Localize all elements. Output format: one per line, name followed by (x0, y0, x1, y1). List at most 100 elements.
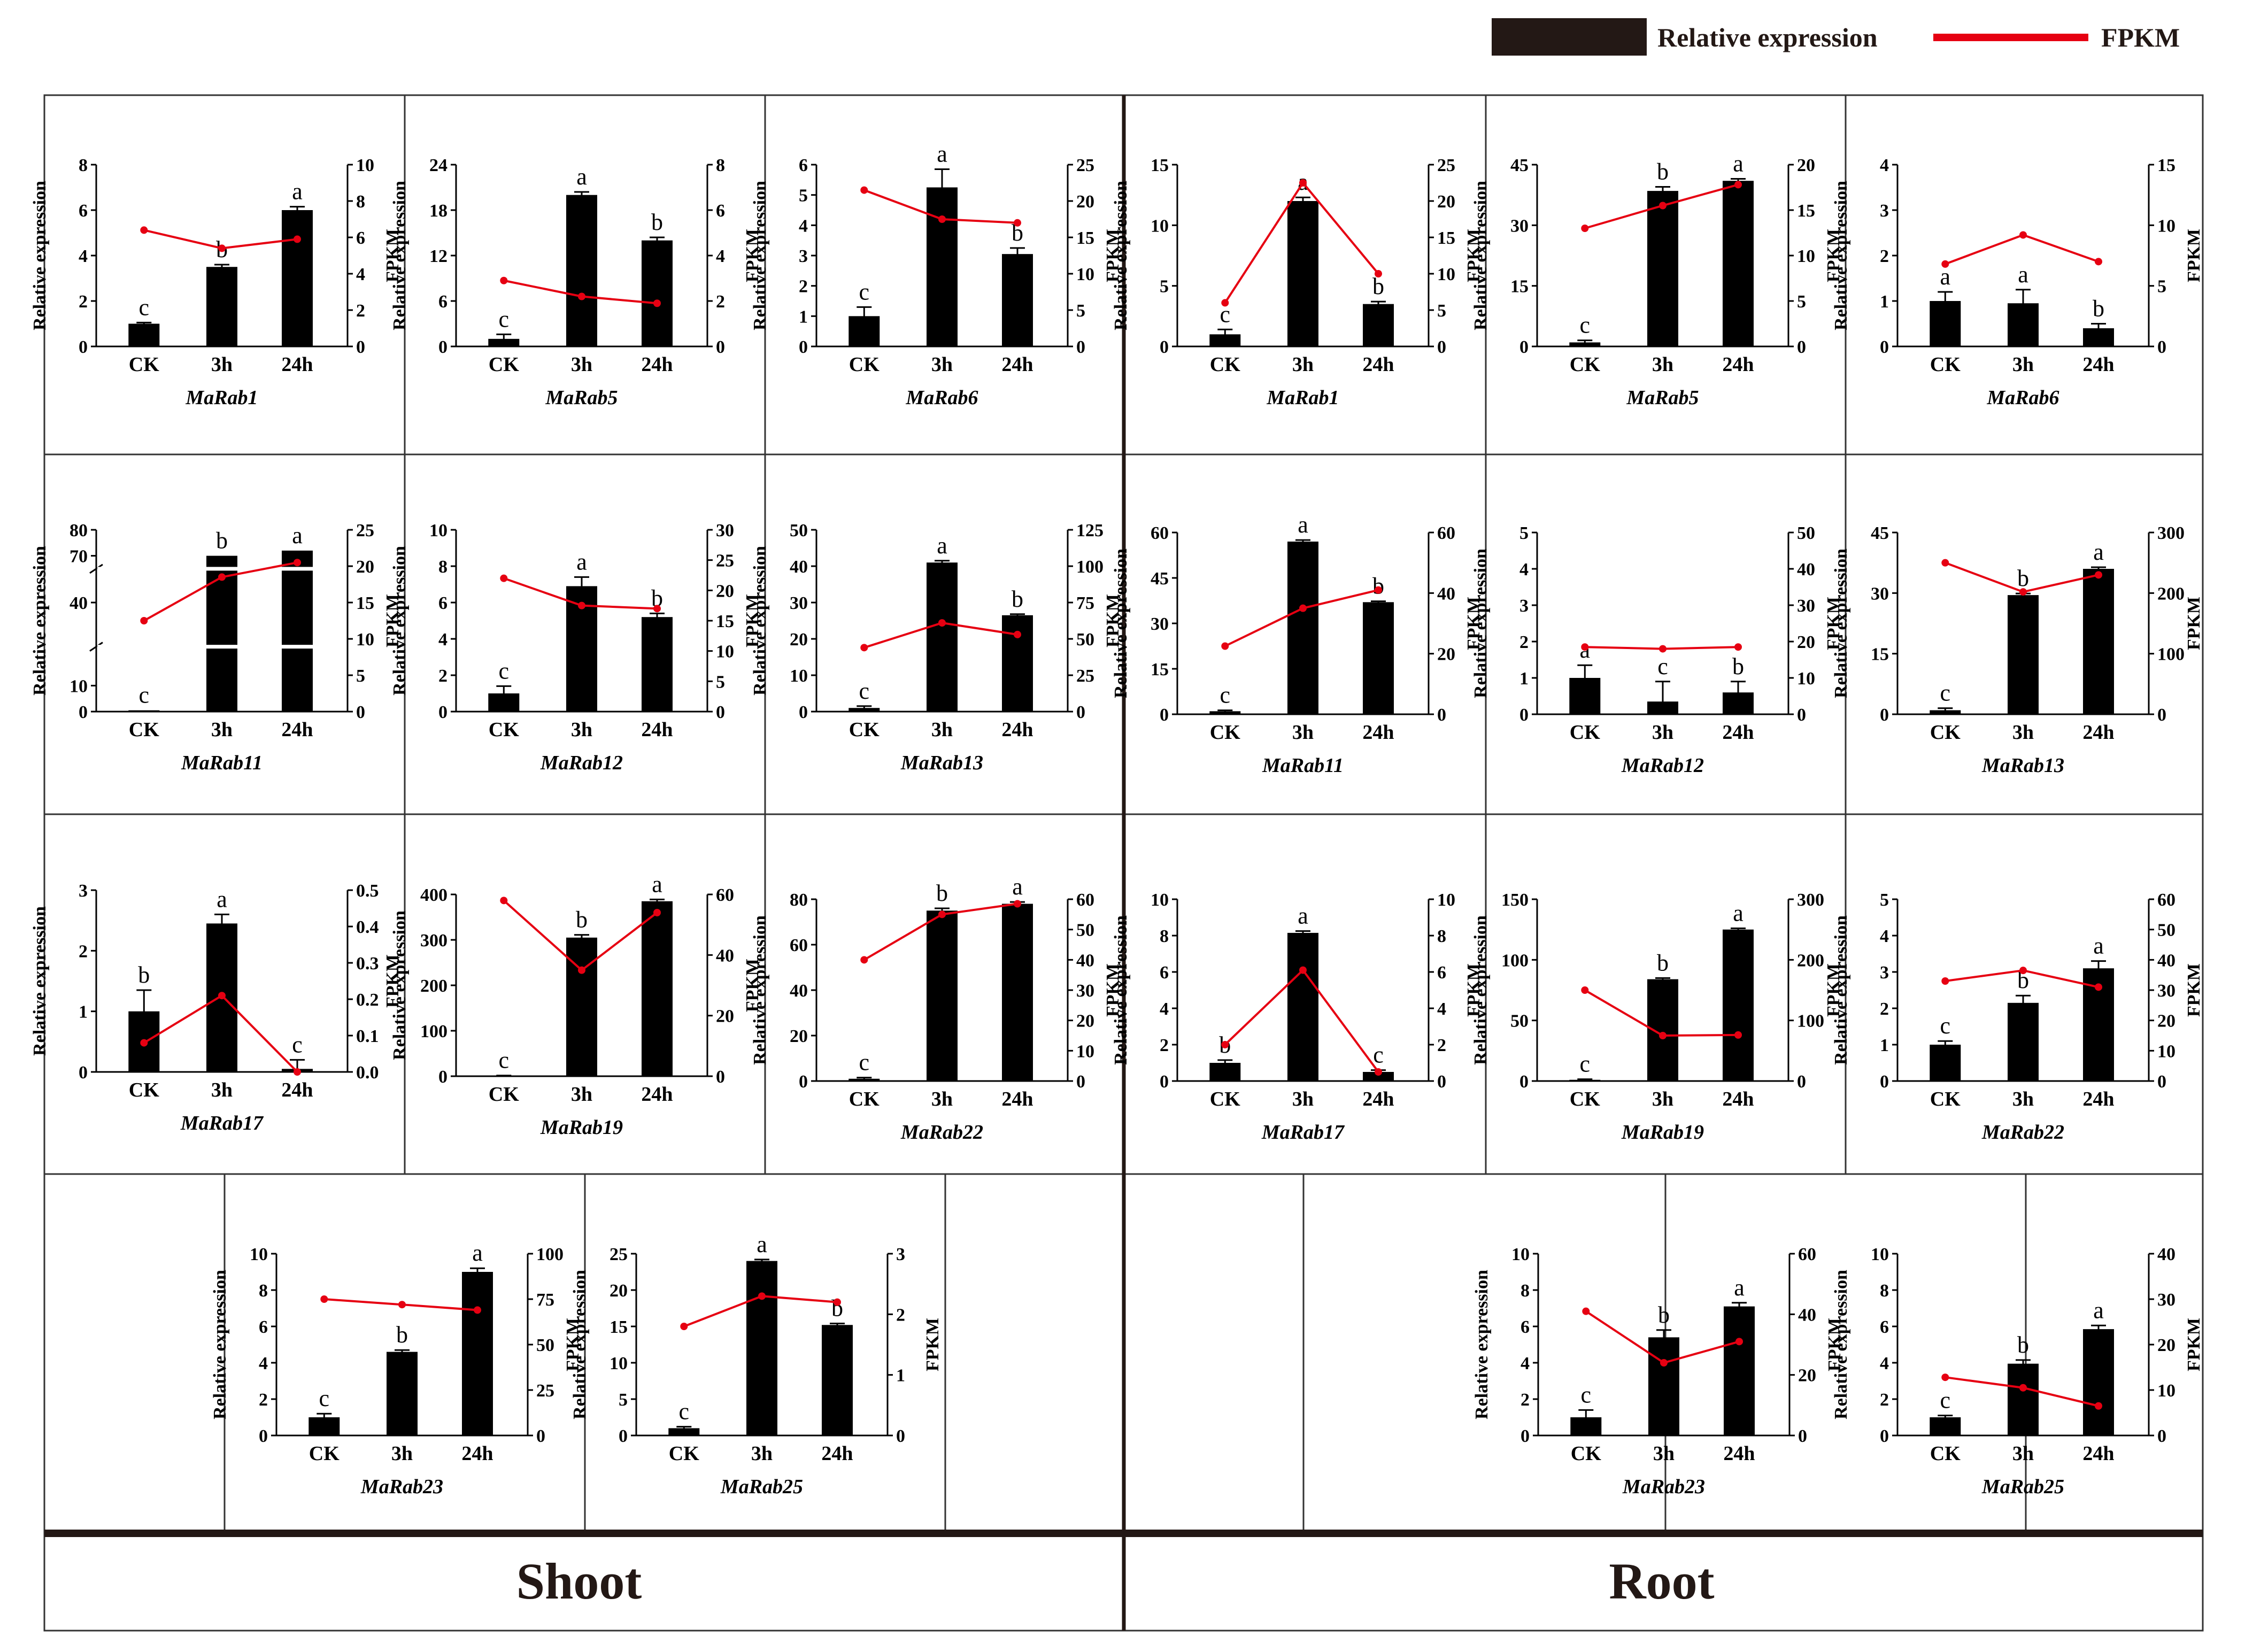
y-axis-label: Relative expression (750, 181, 770, 330)
significance-letter: a (2093, 1297, 2104, 1323)
category-label: 24h (281, 719, 313, 741)
chart-panel-shoot-marab17: 0 1 2 3 0.0 0.1 0.2 0.3 0.4 0.5 Relative expressio… (30, 881, 403, 1134)
y-tick-label: 10 (1511, 1245, 1530, 1264)
category-label: CK (489, 353, 519, 376)
bar (642, 617, 673, 712)
fpkm-point (218, 992, 226, 1000)
y-axis-label: Relative expression (1471, 549, 1491, 698)
fpkm-point (938, 215, 946, 223)
chart-title: MaRab6 (905, 387, 978, 409)
chart-panel-root-marab23: 0 2 4 6 8 10 0 20 40 60 Relative expression FPKM c CK… (1472, 1245, 1845, 1498)
y2-tick-label: 60 (716, 885, 734, 905)
y2-tick-label: 125 (1076, 521, 1104, 541)
category-label: 3h (2012, 1442, 2034, 1465)
y-tick-label: 3 (799, 246, 808, 266)
fpkm-point (1014, 630, 1021, 638)
y-tick-label: 10 (610, 1354, 628, 1373)
fpkm-point (140, 1039, 148, 1047)
bar (668, 1428, 700, 1435)
y-tick-label: 6 (438, 292, 448, 312)
y-tick-label: 30 (1151, 614, 1169, 634)
significance-letter: c (1940, 1387, 1951, 1414)
y2-axis-label: FPKM (1464, 597, 1484, 650)
y2-axis-label: FPKM (2184, 963, 2204, 1017)
fpkm-point (1659, 645, 1667, 653)
y2-axis-label: FPKM (563, 1318, 583, 1371)
y-tick-label: 4 (1519, 560, 1529, 580)
y-tick-label: 0 (1519, 337, 1529, 357)
y2-tick-label: 50 (1076, 630, 1094, 650)
y2-tick-label: 60 (2157, 890, 2175, 910)
chart-panel-root-marab1: 0 5 10 15 0 5 10 15 20 25 Relative expression FPKM c… (1111, 156, 1484, 409)
chart-title: MaRab13 (1981, 754, 2064, 777)
fpkm-point (2019, 231, 2027, 239)
y2-tick-label: 2 (896, 1305, 905, 1325)
y-axis-label: Relative expression (750, 546, 770, 696)
significance-letter: a (1733, 150, 1743, 176)
category-label: 24h (1722, 353, 1754, 376)
significance-letter: c (1220, 682, 1231, 708)
significance-letter: a (1940, 264, 1951, 290)
y2-tick-label: 5 (1076, 301, 1085, 321)
bar (282, 550, 313, 712)
y2-tick-label: 20 (716, 1007, 734, 1026)
bar (1002, 254, 1033, 346)
fpkm-point (2019, 1384, 2027, 1392)
bar (642, 901, 673, 1076)
y-tick-label: 15 (1510, 277, 1529, 297)
category-label: 3h (2012, 1088, 2034, 1110)
y-tick-label: 2 (1160, 1036, 1169, 1055)
y2-tick-label: 0 (2157, 1426, 2166, 1446)
y2-axis-label: FPKM (2184, 229, 2204, 282)
chart-title: MaRab12 (1621, 754, 1704, 777)
y2-tick-label: 75 (536, 1290, 554, 1310)
fpkm-point (218, 244, 226, 252)
y-tick-label: 0 (79, 337, 88, 357)
fpkm-point (758, 1292, 766, 1300)
fpkm-point (1375, 586, 1382, 594)
y-axis-label: Relative expression (390, 546, 410, 696)
category-label: 24h (2082, 721, 2114, 744)
y2-tick-label: 25 (1076, 156, 1094, 175)
bar (566, 937, 597, 1076)
y-tick-label: 0 (799, 703, 808, 722)
y2-tick-label: 0 (1437, 1072, 1446, 1092)
bar (1287, 201, 1318, 346)
category-label: CK (129, 1079, 159, 1101)
category-label: CK (1930, 1442, 1961, 1465)
category-label: CK (1210, 721, 1240, 744)
y-tick-label: 10 (1871, 1245, 1889, 1264)
y2-tick-label: 8 (716, 156, 725, 175)
chart-title: MaRab12 (540, 752, 623, 774)
y2-axis-label: FPKM (1464, 963, 1484, 1017)
y2-tick-label: 25 (356, 521, 374, 541)
y2-tick-label: 10 (1797, 669, 1815, 689)
category-label: 3h (571, 1083, 592, 1106)
y2-tick-label: 0 (1797, 337, 1806, 357)
significance-letter: a (472, 1240, 483, 1266)
category-label: CK (489, 719, 519, 741)
category-label: 24h (2082, 1442, 2114, 1465)
category-label: 24h (641, 719, 673, 741)
category-label: CK (1210, 1088, 1240, 1110)
category-label: 3h (571, 719, 592, 741)
fpkm-point (1735, 1338, 1743, 1346)
significance-letter: c (139, 294, 150, 320)
y2-axis-label: FPKM (2184, 597, 2204, 650)
significance-letter: b (2017, 565, 2029, 591)
y2-tick-label: 0.4 (356, 917, 379, 937)
chart-panel-root-marab19: 0 50 100 150 0 100 200 300 Relative expression FP… (1471, 890, 1843, 1144)
bar (462, 1272, 493, 1435)
y-tick-label: 5 (1519, 523, 1529, 543)
chart-title: MaRab5 (545, 387, 618, 409)
y2-tick-label: 10 (2157, 1381, 2175, 1401)
y-tick-label: 200 (420, 976, 448, 996)
bar (2083, 569, 2114, 714)
legend-fpkm-label: FPKM (2101, 22, 2180, 52)
y-tick-label: 15 (1151, 156, 1169, 175)
bar (566, 195, 597, 346)
y2-tick-label: 40 (2157, 951, 2175, 970)
